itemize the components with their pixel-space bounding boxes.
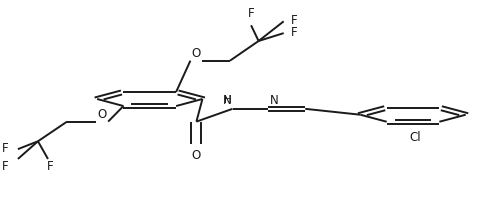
Text: F: F (2, 142, 9, 155)
Text: O: O (97, 108, 107, 121)
Text: F: F (2, 160, 9, 173)
Text: O: O (192, 149, 201, 162)
Text: Cl: Cl (410, 131, 421, 144)
Text: F: F (291, 14, 298, 27)
Text: H: H (224, 95, 231, 105)
Text: F: F (248, 7, 255, 20)
Text: F: F (291, 26, 298, 39)
Text: N: N (223, 94, 232, 107)
Text: N: N (270, 94, 279, 107)
Text: O: O (192, 47, 201, 60)
Text: F: F (47, 160, 54, 173)
